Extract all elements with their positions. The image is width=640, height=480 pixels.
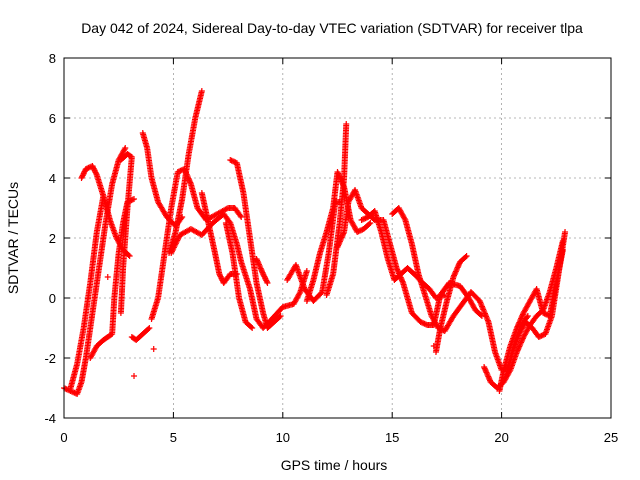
data-point bbox=[401, 215, 408, 222]
data-point bbox=[174, 236, 181, 243]
axis-ticks: 0 5 10 15 20 25 -4 -2 0 2 4 6 8 bbox=[44, 51, 618, 445]
y-tick-label: 6 bbox=[49, 111, 56, 126]
x-tick-label: 15 bbox=[385, 430, 399, 445]
data-point bbox=[523, 314, 530, 321]
x-tick-label: 10 bbox=[276, 430, 290, 445]
y-tick-label: 4 bbox=[49, 171, 56, 186]
chart-title: Day 042 of 2024, Sidereal Day-to-day VTE… bbox=[81, 20, 583, 36]
data-point bbox=[168, 248, 175, 255]
data-point bbox=[174, 237, 181, 244]
data-point bbox=[150, 346, 157, 352]
y-tick-label: 0 bbox=[49, 291, 56, 306]
data-point bbox=[198, 88, 205, 94]
data-point bbox=[562, 229, 569, 235]
data-point bbox=[168, 250, 175, 256]
data-point bbox=[117, 310, 124, 316]
data-point bbox=[169, 247, 176, 254]
data-point bbox=[463, 253, 470, 259]
data-point bbox=[367, 220, 374, 226]
data-point bbox=[366, 221, 373, 227]
data-point bbox=[249, 325, 256, 331]
data-point bbox=[318, 290, 325, 297]
x-tick-label: 0 bbox=[60, 430, 67, 445]
data-point bbox=[145, 326, 152, 332]
data-point bbox=[170, 245, 177, 252]
data-point bbox=[122, 145, 129, 151]
data-point bbox=[277, 313, 284, 319]
data-points bbox=[61, 88, 569, 397]
data-point bbox=[172, 241, 179, 248]
data-point bbox=[173, 238, 180, 245]
data-point bbox=[131, 196, 138, 202]
data-point bbox=[276, 314, 283, 320]
data-point bbox=[121, 146, 128, 153]
plot-frame bbox=[63, 57, 612, 419]
y-axis-label: SDTVAR / TECUs bbox=[5, 182, 21, 294]
data-point bbox=[462, 254, 469, 260]
data-point bbox=[104, 274, 111, 280]
grid bbox=[64, 58, 611, 418]
data-point bbox=[223, 205, 230, 212]
data-point bbox=[430, 343, 437, 349]
data-point bbox=[296, 290, 303, 297]
data-point bbox=[264, 280, 271, 286]
data-point bbox=[131, 373, 138, 379]
data-point bbox=[175, 234, 182, 241]
y-tick-label: 8 bbox=[49, 51, 56, 66]
y-tick-label: -2 bbox=[44, 351, 56, 366]
data-point bbox=[303, 268, 310, 274]
data-point bbox=[172, 240, 179, 247]
data-point bbox=[238, 214, 245, 220]
y-tick-label: -4 bbox=[44, 411, 56, 426]
data-point bbox=[237, 212, 244, 219]
y-tick-label: 2 bbox=[49, 231, 56, 246]
x-tick-label: 25 bbox=[604, 430, 618, 445]
data-point bbox=[93, 170, 100, 177]
data-point bbox=[343, 121, 350, 127]
data-point bbox=[524, 313, 531, 319]
data-point bbox=[126, 253, 133, 259]
data-point bbox=[248, 324, 255, 330]
data-point bbox=[170, 244, 177, 251]
data-point bbox=[146, 325, 153, 331]
data-point bbox=[171, 243, 178, 250]
x-axis-label: GPS time / hours bbox=[281, 457, 388, 473]
x-tick-label: 5 bbox=[170, 430, 177, 445]
data-point bbox=[263, 278, 270, 285]
x-tick-label: 20 bbox=[494, 430, 508, 445]
